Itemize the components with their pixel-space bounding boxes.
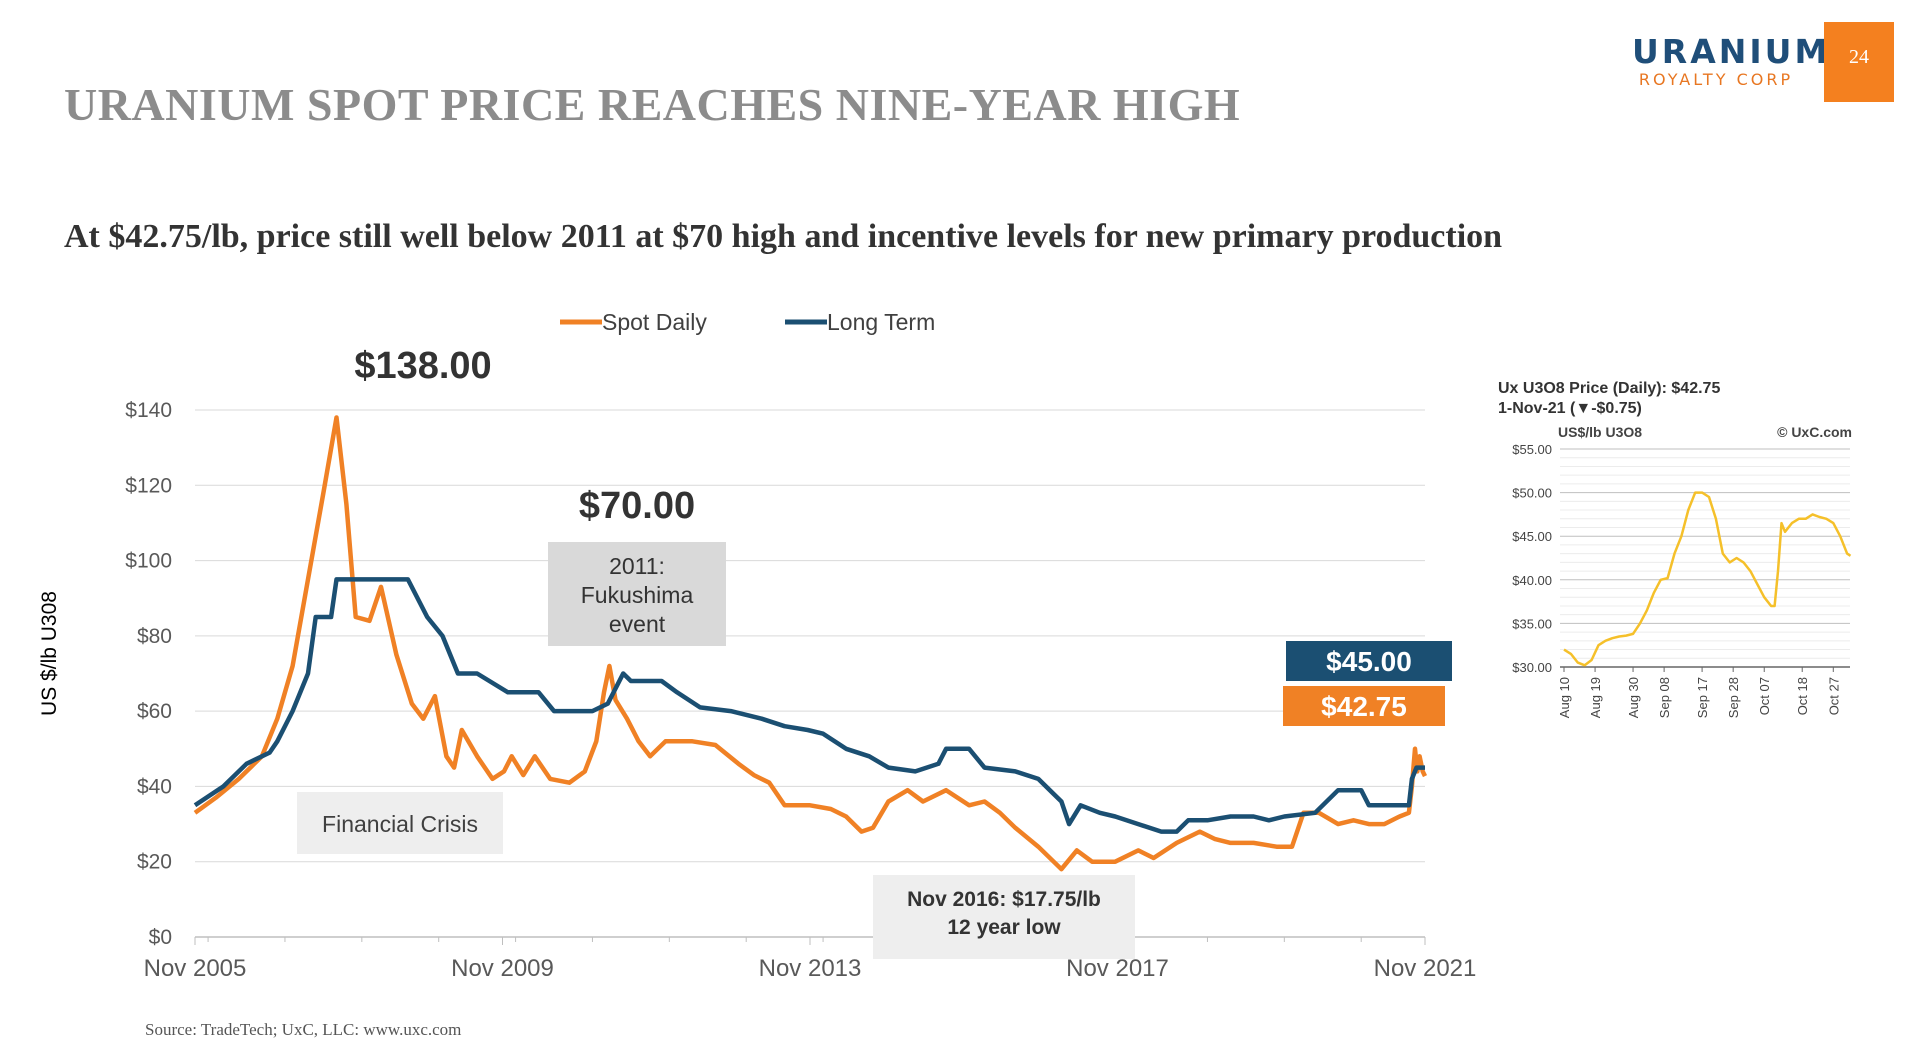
page-title: URANIUM SPOT PRICE REACHES NINE-YEAR HIG… (64, 79, 1241, 130)
inset-y-tick-label: $40.00 (1512, 573, 1552, 588)
long-term-value-box (1286, 641, 1452, 681)
inset-y-tick-label: $45.00 (1512, 529, 1552, 544)
spot-daily-line (193, 415, 1428, 872)
inset-title: Ux U3O8 Price (Daily): $42.75 (1498, 380, 1720, 397)
inset-y-tick-label: $35.00 (1512, 616, 1552, 631)
y-tick-label: $60 (137, 700, 172, 723)
fukushima-callout-box (548, 542, 726, 646)
source-note: Source: TradeTech; UxC, LLC: www.uxc.com (145, 1020, 462, 1039)
y-tick-label: $20 (137, 851, 172, 874)
logo-sub-text: ROYALTY CORP (1638, 70, 1794, 89)
logo-main-text: URANIUM (1632, 32, 1831, 71)
legend-label: Long Term (827, 309, 935, 335)
inset-x-tick-label: Sep 28 (1726, 677, 1741, 718)
high-2011-price-label: $70.00 (579, 485, 695, 527)
long-term-value-text: $45.00 (1326, 646, 1412, 677)
y-tick-label: $120 (125, 474, 172, 497)
inset-unit-label: US$/lb U3O8 (1558, 424, 1642, 440)
inset-x-tick-label: Aug 30 (1626, 677, 1641, 718)
y-tick-label: $100 (125, 550, 172, 573)
inset-x-tick-label: Sep 17 (1695, 677, 1710, 718)
page-subtitle: At $42.75/lb, price still well below 201… (64, 218, 1503, 255)
low-2016-text: Nov 2016: $17.75/lb (907, 888, 1101, 911)
inset-x-tick-label: Oct 18 (1795, 677, 1810, 715)
x-tick-label: Nov 2005 (144, 955, 247, 982)
low-2016-text: 12 year low (947, 916, 1061, 939)
fukushima-callout-text: Fukushima (581, 582, 694, 608)
x-tick-label: Nov 2021 (1374, 955, 1477, 982)
y-axis-label: US $/lb U308 (38, 591, 61, 716)
peak-price-label: $138.00 (354, 345, 491, 387)
main-price-chart: $0 $20 $40 $60 $80 $100 $120 $140 Nov 2005 Nov 20… (38, 309, 1477, 982)
inset-x-tick-label: Oct 27 (1826, 677, 1841, 715)
inset-y-tick-label: $50.00 (1512, 486, 1552, 501)
y-tick-label: $40 (137, 775, 172, 798)
inset-x-tick-label: Aug 19 (1588, 677, 1603, 718)
y-tick-label: $0 (149, 926, 172, 949)
financial-crisis-box (297, 792, 503, 854)
long-term-line (193, 577, 1425, 834)
spot-value-box (1283, 686, 1445, 726)
fukushima-callout-text: 2011: (609, 553, 665, 579)
inset-y-tick-label: $55.00 (1512, 442, 1552, 457)
inset-y-tick-label: $30.00 (1512, 660, 1552, 675)
inset-ux-price-chart: Ux U3O8 Price (Daily): $42.75 1-Nov-21 (▼… (1498, 380, 1852, 718)
inset-x-tick-label: Aug 10 (1557, 677, 1572, 718)
low-2016-box (873, 875, 1135, 959)
legend-label: Spot Daily (602, 309, 707, 335)
inset-price-line (1563, 491, 1852, 667)
page-number: 24 (1824, 22, 1894, 102)
spot-value-text: $42.75 (1321, 691, 1407, 722)
y-tick-label: $80 (137, 625, 172, 648)
financial-crisis-text: Financial Crisis (322, 811, 478, 837)
fukushima-callout-text: event (609, 611, 666, 637)
x-tick-label: Nov 2013 (759, 955, 862, 982)
company-logo: URANIUM ROYALTY CORP (1632, 32, 1831, 90)
x-tick-label: Nov 2009 (451, 955, 554, 982)
inset-x-tick-label: Sep 08 (1657, 677, 1672, 718)
inset-credit: © UxC.com (1777, 424, 1852, 440)
inset-x-tick-label: Oct 07 (1757, 677, 1772, 715)
x-tick-label: Nov 2017 (1066, 955, 1169, 982)
inset-subtitle: 1-Nov-21 (▼-$0.75) (1498, 400, 1642, 417)
y-tick-label: $140 (125, 399, 172, 422)
